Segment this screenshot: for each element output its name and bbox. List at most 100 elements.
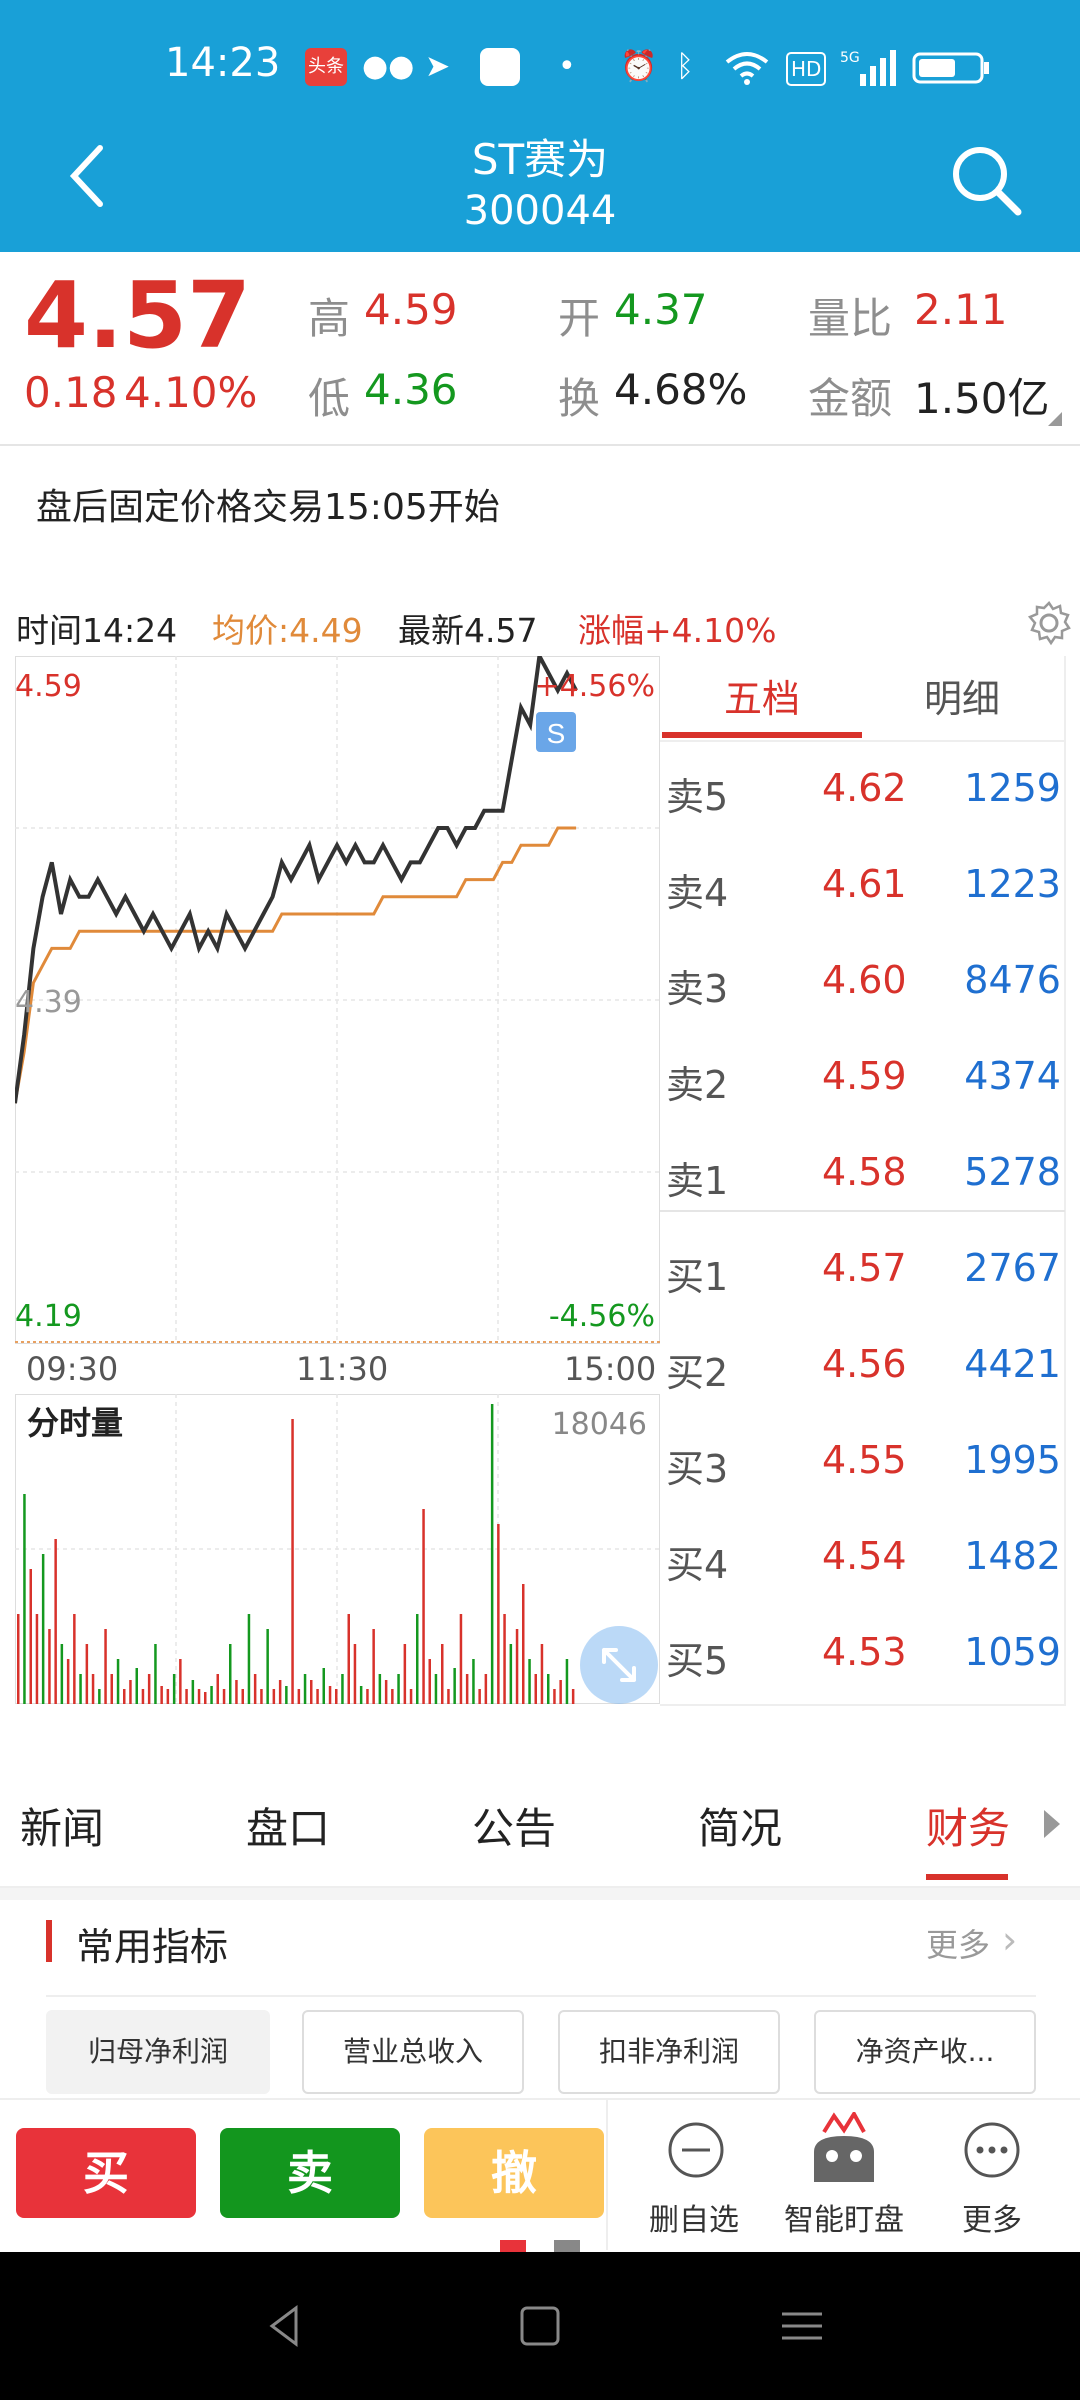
remove-watchlist-label: 删自选 — [649, 2203, 739, 2238]
orderbook-level-label: 卖5 — [666, 775, 729, 819]
volume-bar — [547, 1674, 550, 1704]
chevron-right-icon[interactable]: › — [1002, 1918, 1018, 1962]
orderbook-sell-row[interactable]: 卖1 4.58 5278 — [660, 1126, 1065, 1222]
indicators-more[interactable]: 更多 — [926, 1926, 991, 1964]
volume-bar — [347, 1614, 350, 1704]
cancel-order-button[interactable]: 撤 — [424, 2128, 604, 2218]
s-marker-icon[interactable]: S — [536, 712, 576, 752]
orderbook-volume: 4374 — [964, 1054, 1061, 1098]
high-label: 高 — [308, 294, 351, 343]
high-value: 4.59 — [364, 285, 458, 334]
volume-bar — [172, 1674, 176, 1704]
volume-bar — [272, 1689, 276, 1704]
stock-code: 300044 — [463, 188, 617, 234]
sell-button[interactable]: 卖 — [220, 2128, 400, 2218]
bluetooth-icon: ᛒ — [676, 49, 694, 84]
back-button[interactable] — [62, 140, 122, 220]
tab-orderbook[interactable]: 盘口 — [246, 1804, 331, 1853]
orderbook-price: 4.58 — [822, 1150, 907, 1194]
volume-bar — [110, 1674, 113, 1704]
volume-bar — [41, 1554, 45, 1704]
orderbook-sell-row[interactable]: 卖3 4.60 8476 — [660, 934, 1065, 1030]
orderbook-volume: 4421 — [964, 1342, 1061, 1386]
wifi-icon — [722, 48, 772, 86]
orderbook-volume: 1259 — [964, 766, 1061, 810]
chip-deducted-profit[interactable]: 扣非净利润 — [558, 2010, 780, 2094]
volume-bar — [478, 1689, 481, 1704]
orderbook-sell-row[interactable]: 卖4 4.61 1223 — [660, 838, 1065, 934]
more-actions-button[interactable] — [922, 2120, 1062, 2240]
volume-bar — [66, 1659, 70, 1704]
volume-bar — [540, 1644, 544, 1704]
volume-bar — [384, 1680, 388, 1704]
orderbook-tab-five[interactable]: 五档 — [723, 677, 800, 721]
orderbook-buy-row[interactable]: 买4 4.54 1482 — [660, 1510, 1065, 1606]
orderbook-buy-row[interactable]: 买5 4.53 1059 — [660, 1606, 1065, 1702]
app-icon — [480, 48, 520, 86]
volume-bar — [98, 1689, 101, 1704]
expand-corner-icon[interactable] — [1048, 412, 1062, 426]
tab-profile[interactable]: 简况 — [698, 1804, 783, 1853]
tab-news[interactable]: 新闻 — [20, 1804, 105, 1853]
volume-bar — [310, 1680, 313, 1704]
info-tabs-bar — [0, 1760, 1080, 1888]
chip-net-profit[interactable]: 归母净利润 — [46, 2010, 270, 2094]
orderbook-buy-row[interactable]: 买2 4.56 4421 — [660, 1318, 1065, 1414]
volume-bar — [179, 1659, 182, 1704]
turnover-value: 4.68% — [614, 365, 748, 414]
orderbook-volume: 2767 — [964, 1246, 1061, 1290]
remove-watchlist-button[interactable] — [624, 2120, 764, 2240]
wechat-icon: ●● — [362, 49, 415, 84]
volume-bar — [129, 1680, 132, 1704]
volume-bar — [23, 1494, 26, 1704]
volume-bar — [341, 1674, 344, 1704]
volume-bar — [316, 1689, 319, 1704]
nav-menu-button[interactable] — [772, 2296, 832, 2356]
tab-finance[interactable]: 财务 — [926, 1804, 1011, 1853]
volume-bar — [503, 1614, 506, 1704]
stock-name: ST赛为 — [471, 135, 609, 184]
chip-roe[interactable]: 净资产收... — [814, 2010, 1036, 2094]
orderbook-price: 4.61 — [822, 862, 907, 906]
settings-button[interactable] — [1026, 600, 1072, 646]
orderbook-price: 4.57 — [822, 1246, 907, 1290]
volume-bar — [366, 1689, 369, 1704]
smart-monitor-button[interactable] — [774, 2112, 914, 2232]
smart-monitor-label: 智能盯盘 — [784, 2203, 904, 2238]
volume-bar — [484, 1674, 488, 1704]
x-tick-mid: 11:30 — [296, 1350, 389, 1388]
volume-bar — [353, 1644, 357, 1704]
volume-bar — [135, 1668, 138, 1704]
buy-button[interactable]: 买 — [16, 2128, 196, 2218]
indicators-accent-bar — [46, 1920, 52, 1962]
volume-chart[interactable]: 分时量 18046 — [15, 1394, 660, 1704]
tabs-scroll-right-icon[interactable] — [1044, 1810, 1060, 1838]
orderbook-tab-detail[interactable]: 明细 — [923, 677, 1000, 721]
chip-revenue[interactable]: 营业总收入 — [302, 2010, 524, 2094]
orderbook-level-label: 卖3 — [666, 967, 729, 1011]
volume-bar — [515, 1629, 519, 1704]
tab-announcements[interactable]: 公告 — [472, 1804, 557, 1853]
y-tick-high: 4.59 — [15, 669, 82, 704]
volume-bar — [91, 1674, 95, 1704]
search-button[interactable] — [948, 142, 1024, 218]
fullscreen-button[interactable] — [580, 1626, 658, 1704]
volume-bar — [141, 1689, 145, 1704]
gear-icon — [1027, 601, 1071, 646]
price-chart[interactable]: 4.59 4.39 4.19 +4.56% -4.56% S — [15, 656, 660, 1344]
orderbook-buy-row[interactable]: 买3 4.55 1995 — [660, 1414, 1065, 1510]
action-separator — [606, 2098, 608, 2250]
orderbook-level-label: 买5 — [666, 1639, 729, 1683]
volume-bar — [397, 1674, 400, 1704]
indicators-divider — [46, 1995, 1036, 1997]
orderbook-level-label: 买1 — [666, 1255, 729, 1299]
orderbook-sell-row[interactable]: 卖5 4.62 1259 — [660, 742, 1065, 838]
orderbook-buy-row[interactable]: 买1 4.57 2767 — [660, 1222, 1065, 1318]
signal-icon: 5G — [840, 48, 896, 86]
orderbook-sell-row[interactable]: 卖2 4.59 4374 — [660, 1030, 1065, 1126]
nav-home-button[interactable] — [510, 2296, 570, 2356]
volume-bar — [571, 1689, 575, 1704]
volume-bar — [322, 1668, 325, 1704]
vol-ratio-label: 量比 — [808, 294, 893, 343]
nav-back-button[interactable] — [256, 2296, 316, 2356]
